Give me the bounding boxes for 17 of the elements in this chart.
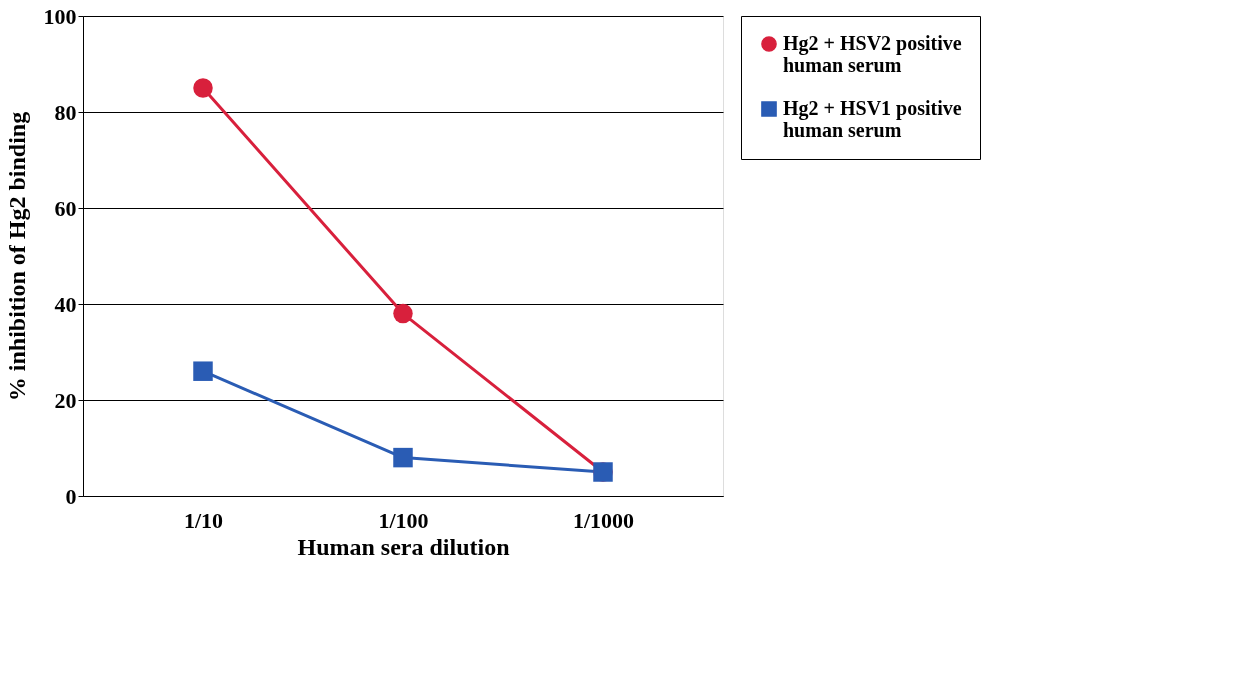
x-axis-title: Human sera dilution — [297, 533, 510, 560]
point — [393, 303, 413, 324]
y-tick-label: 40 — [54, 291, 77, 317]
legend-label: Hg2 + HSV2 positive human serum — [783, 32, 962, 76]
y-tick-label: 0 — [65, 483, 77, 509]
point — [393, 447, 413, 468]
x-tick-label: 1/1000 — [572, 507, 635, 533]
y-axis-title: % inhibition of Hg2 binding — [3, 111, 30, 402]
x-tick-label: 1/10 — [183, 507, 224, 533]
point — [193, 78, 213, 98]
x-tick-label: 1/100 — [378, 507, 429, 533]
y-tick-label: 20 — [54, 387, 77, 413]
y-tick-label: 80 — [54, 99, 77, 125]
legend-label: Hg2 + HSV1 positive human serum — [783, 97, 962, 141]
y-tick-label: 60 — [54, 195, 77, 221]
y-tick-label: 100 — [43, 3, 77, 29]
point — [193, 361, 213, 381]
